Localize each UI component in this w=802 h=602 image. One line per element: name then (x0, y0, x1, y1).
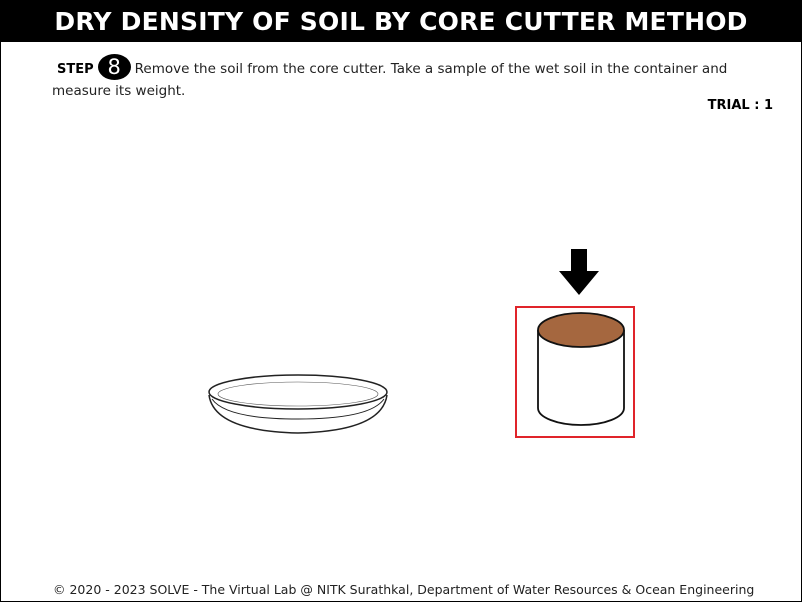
page-title: DRY DENSITY OF SOIL BY CORE CUTTER METHO… (54, 7, 748, 36)
soil-sample-surface (537, 312, 625, 348)
step-label: STEP (57, 62, 94, 77)
core-cutter-icon[interactable] (534, 310, 630, 438)
petri-dish-icon[interactable] (206, 373, 390, 441)
trial-indicator: TRIAL : 1 (707, 98, 773, 113)
core-cutter-highlight[interactable] (515, 306, 635, 438)
title-bar: DRY DENSITY OF SOIL BY CORE CUTTER METHO… (1, 1, 801, 42)
footer-copyright: © 2020 - 2023 SOLVE - The Virtual Lab @ … (53, 582, 755, 597)
step-instruction: STEP 8 Remove the soil from the core cutte… (52, 54, 772, 101)
step-number-badge: 8 (97, 54, 131, 80)
down-arrow-icon (558, 249, 600, 299)
step-instruction-text: Remove the soil from the core cutter. Ta… (52, 61, 728, 99)
